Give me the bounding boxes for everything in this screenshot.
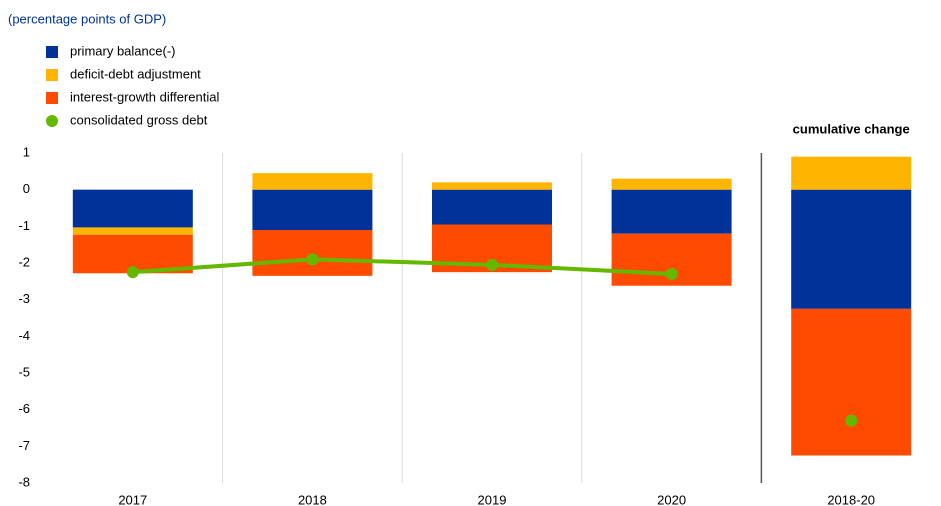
- x-tick-label: 2020: [657, 492, 686, 506]
- y-tick-label: 0: [23, 181, 30, 196]
- legend-swatch: [46, 92, 58, 104]
- legend-label: deficit-debt adjustment: [70, 66, 201, 81]
- bar: [72, 189, 193, 228]
- x-tick-label: 2017: [118, 492, 147, 506]
- legend-label: primary balance(-): [70, 43, 175, 58]
- y-tick-label: -1: [18, 218, 30, 233]
- bar: [611, 189, 732, 234]
- legend-swatch: [46, 46, 58, 58]
- x-tick-label: 2018: [298, 492, 327, 506]
- x-tick-label: 2018-20: [827, 492, 875, 506]
- bar: [791, 156, 912, 190]
- annotation: cumulative change: [793, 121, 910, 136]
- x-tick-label: 2019: [478, 492, 507, 506]
- y-tick-label: -2: [18, 254, 30, 269]
- bar: [611, 178, 732, 190]
- bar: [252, 189, 373, 230]
- point: [665, 268, 678, 280]
- y-tick-label: -5: [18, 364, 30, 379]
- y-tick-label: -3: [18, 291, 30, 306]
- y-tick-label: -8: [18, 474, 30, 489]
- y-tick-label: -7: [18, 438, 30, 453]
- bar: [432, 182, 552, 190]
- bar: [252, 230, 373, 276]
- legend-label: consolidated gross debt: [70, 112, 208, 127]
- bar: [72, 227, 193, 235]
- legend-label: interest-growth differential: [70, 89, 219, 104]
- point: [306, 253, 319, 266]
- legend-swatch: [46, 115, 58, 127]
- y-tick-label: -6: [18, 401, 30, 416]
- bar: [432, 189, 552, 225]
- bar: [252, 173, 373, 190]
- y-tick-label: -4: [18, 328, 30, 343]
- point: [486, 258, 498, 271]
- bar: [791, 189, 912, 309]
- line: [132, 257, 672, 276]
- point: [126, 266, 139, 279]
- y-tick-label: 1: [23, 144, 30, 159]
- bar: [791, 308, 912, 456]
- legend-swatch: [46, 69, 58, 81]
- point: [845, 414, 858, 427]
- chart-subtitle: (percentage points of GDP): [8, 11, 166, 26]
